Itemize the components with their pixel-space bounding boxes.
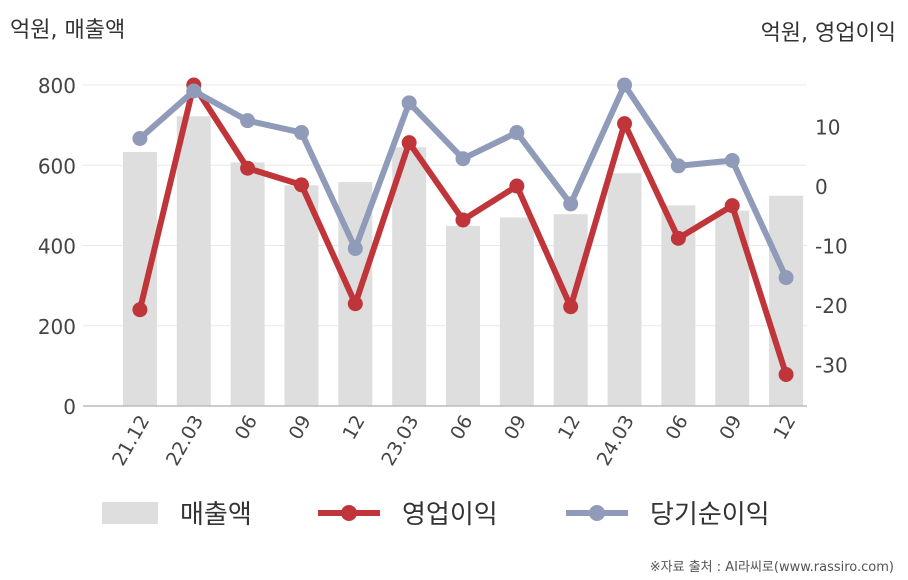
point-operating-profit xyxy=(293,177,309,193)
x-tick-label: 12 xyxy=(338,412,369,444)
point-net-income xyxy=(132,131,148,146)
legend: 매출액 영업이익 당기순이익 xyxy=(102,500,770,530)
right-axis-unit-label: 억원, 영업이익 xyxy=(761,21,896,46)
bar-sales xyxy=(392,147,427,406)
point-net-income xyxy=(401,95,417,111)
x-tick-label: 21.12 xyxy=(108,412,154,470)
point-operating-profit xyxy=(617,116,633,132)
x-tick-label: 12 xyxy=(554,412,585,444)
bar-sales xyxy=(607,173,642,406)
point-operating-profit xyxy=(724,198,740,214)
x-tick-label: 06 xyxy=(662,412,693,444)
legend-item: 매출액 xyxy=(102,500,252,530)
bars xyxy=(122,116,804,407)
left-tick-label: 200 xyxy=(38,315,76,339)
point-net-income xyxy=(186,83,202,99)
x-tick-label: 09 xyxy=(500,412,531,444)
lines xyxy=(132,77,794,382)
legend-item: 당기순이익 xyxy=(566,500,770,530)
x-tick-label: 06 xyxy=(446,412,477,444)
x-tick-label: 12 xyxy=(769,412,800,444)
left-tick-label: 0 xyxy=(63,395,76,419)
left-tick-label: 400 xyxy=(38,235,76,259)
bar-sales xyxy=(499,217,534,406)
point-operating-profit xyxy=(455,212,471,228)
bar-sales xyxy=(446,225,480,406)
point-net-income xyxy=(563,196,579,212)
point-operating-profit xyxy=(132,302,148,318)
legend-marker xyxy=(589,505,605,521)
x-tick-label: 06 xyxy=(231,412,262,444)
left-axis-unit-label: 억원, 매출액 xyxy=(10,18,125,43)
bar-sales xyxy=(230,162,265,406)
point-net-income xyxy=(670,158,686,174)
point-operating-profit xyxy=(240,160,256,176)
legend-label: 매출액 xyxy=(180,500,252,530)
right-tick-label: -20 xyxy=(815,294,848,318)
right-tick-label: 0 xyxy=(815,175,828,199)
point-operating-profit xyxy=(563,299,579,315)
right-axis-ticks: -30 -20 -10 0 10 xyxy=(815,116,848,378)
x-tick-label: 24.03 xyxy=(593,412,639,470)
left-axis-ticks: 0 200 400 600 800 xyxy=(38,74,76,419)
left-tick-label: 600 xyxy=(38,154,76,178)
point-operating-profit xyxy=(778,366,794,382)
x-axis-ticks: 21.12 22.03 06 09 12 23.03 06 09 12 24.03 06 09 12 xyxy=(108,412,800,470)
bar-sales xyxy=(176,116,211,407)
point-operating-profit xyxy=(347,296,363,312)
point-net-income xyxy=(617,77,633,93)
legend-item: 영업이익 xyxy=(318,500,498,530)
bar-sales xyxy=(122,152,157,406)
point-net-income xyxy=(778,270,794,286)
point-operating-profit xyxy=(509,178,525,194)
legend-label: 영업이익 xyxy=(402,500,498,530)
x-tick-label: 23.03 xyxy=(377,412,423,470)
x-tick-label: 09 xyxy=(715,412,746,444)
point-net-income xyxy=(293,125,309,141)
source-note: ※자료 출처 : AI라씨로(www.rassiro.com) xyxy=(650,560,894,575)
right-tick-label: -10 xyxy=(815,235,848,259)
right-tick-label: 10 xyxy=(815,116,840,140)
point-net-income xyxy=(455,151,471,167)
bar-sales xyxy=(284,185,319,406)
point-operating-profit xyxy=(670,230,686,246)
legend-marker xyxy=(341,505,357,521)
x-tick-label: 22.03 xyxy=(162,412,208,470)
legend-swatch xyxy=(102,502,158,524)
x-tick-label: 09 xyxy=(285,412,316,444)
left-tick-label: 800 xyxy=(38,74,76,98)
point-net-income xyxy=(724,152,740,168)
point-net-income xyxy=(509,125,525,141)
legend-label: 당기순이익 xyxy=(650,500,770,530)
point-operating-profit xyxy=(401,135,417,151)
right-tick-label: -30 xyxy=(815,353,848,377)
point-net-income xyxy=(240,113,256,129)
point-net-income xyxy=(347,240,363,256)
